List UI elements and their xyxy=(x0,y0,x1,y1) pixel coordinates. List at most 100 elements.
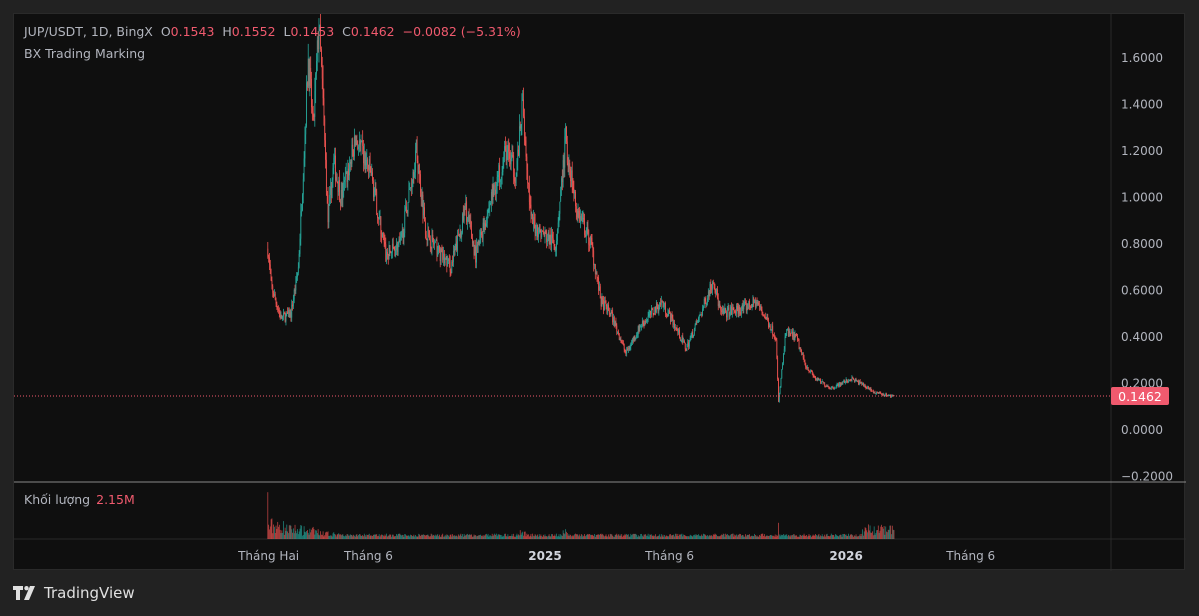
candle-body xyxy=(528,183,529,184)
volume-bar xyxy=(566,531,567,539)
candle-body xyxy=(698,317,699,323)
volume-bar xyxy=(622,536,623,539)
candle-body xyxy=(836,384,838,386)
candle-body xyxy=(736,305,738,307)
volume-bar xyxy=(495,533,497,539)
volume-bar xyxy=(659,534,661,539)
volume-bar xyxy=(632,533,634,539)
candle-body xyxy=(647,316,649,321)
candle-body xyxy=(341,190,343,200)
candle-body xyxy=(774,337,776,340)
candle-body xyxy=(842,381,844,385)
candle-body xyxy=(589,244,590,246)
volume-bar xyxy=(886,531,887,539)
candle-body xyxy=(472,237,473,244)
volume-bar xyxy=(369,536,371,539)
candle-body xyxy=(434,242,435,245)
volume-bar xyxy=(580,534,582,539)
candle-body xyxy=(397,244,399,252)
candle-body xyxy=(800,348,802,350)
volume-bar xyxy=(291,529,293,539)
candle-body xyxy=(833,388,835,389)
candle-body xyxy=(577,210,579,218)
volume-bar xyxy=(774,534,776,539)
volume-bar xyxy=(312,526,314,539)
volume-bar xyxy=(413,534,415,539)
candle-body xyxy=(284,314,286,322)
volume-bar xyxy=(349,535,350,539)
volume-bar xyxy=(404,534,406,539)
volume-bar xyxy=(880,526,882,539)
candle-body xyxy=(783,353,784,364)
candle-body xyxy=(346,171,348,182)
volume-bar xyxy=(456,535,458,539)
volume-bar xyxy=(777,535,779,539)
candle-body xyxy=(566,141,568,163)
tradingview-logo[interactable]: TradingView xyxy=(13,584,135,602)
volume-bar xyxy=(411,535,413,539)
volume-bar xyxy=(813,535,815,539)
candle-body xyxy=(863,385,865,387)
candle-body xyxy=(677,329,679,333)
candle-body xyxy=(596,272,598,278)
volume-bar xyxy=(393,536,395,539)
candle-body xyxy=(782,363,783,370)
candle-body xyxy=(488,207,490,209)
volume-bar xyxy=(297,534,299,539)
candle-body xyxy=(718,303,720,306)
volume-bar xyxy=(844,534,846,539)
volume-bar xyxy=(792,534,794,539)
candle-body xyxy=(726,309,728,318)
volume-bar xyxy=(267,492,269,539)
volume-bar xyxy=(490,535,491,539)
volume-bar xyxy=(877,525,879,539)
candle-body xyxy=(615,321,617,326)
chart-panel[interactable]: 1.6000 1.4000 1.2000 1.0000 0.8000 0.6000 0.40… xyxy=(13,13,1186,571)
volume-bar xyxy=(776,534,778,539)
candle-body xyxy=(809,371,811,372)
candle-body xyxy=(599,286,601,299)
volume-bar xyxy=(626,533,628,539)
volume-bar xyxy=(487,533,489,539)
candle-body xyxy=(412,172,414,184)
candle-body xyxy=(297,273,298,277)
volume-bar xyxy=(363,536,364,539)
candle-body xyxy=(634,335,636,340)
volume-bar xyxy=(627,534,629,539)
volume-legend: Khối lượng 2.15M xyxy=(24,492,135,507)
candle-body xyxy=(580,216,581,222)
volume-bar xyxy=(623,535,625,539)
candle-body xyxy=(676,327,678,330)
candle-body xyxy=(613,317,614,323)
volume-bar xyxy=(797,536,799,539)
volume-bar xyxy=(721,534,722,539)
volume-bar xyxy=(670,535,672,539)
volume-bar xyxy=(768,535,769,539)
indicator-label[interactable]: BX Trading Marking xyxy=(24,46,146,61)
volume-bar xyxy=(856,536,858,539)
volume-bar xyxy=(675,533,677,539)
volume-bar xyxy=(473,534,475,539)
candle-body xyxy=(446,256,448,267)
candle-body xyxy=(534,221,536,233)
candle-body xyxy=(414,172,416,178)
candle-body xyxy=(386,251,387,261)
volume-bar xyxy=(293,533,295,539)
volume-bar xyxy=(769,535,770,539)
volume-bar xyxy=(509,535,510,539)
volume-bar xyxy=(755,536,757,539)
volume-bar xyxy=(403,536,405,539)
chart-canvas[interactable]: 1.60001.40001.20001.00000.80000.60000.40… xyxy=(14,14,1186,571)
candle-body xyxy=(699,315,701,317)
volume-bar xyxy=(753,536,755,539)
volume-bar xyxy=(882,528,884,539)
volume-bar xyxy=(648,536,650,539)
volume-bar xyxy=(400,534,402,539)
candle-body xyxy=(474,246,476,256)
candle-body xyxy=(441,249,443,251)
brand-name: TradingView xyxy=(44,584,135,602)
volume-bar xyxy=(584,534,585,539)
candle-body xyxy=(624,349,626,351)
candle-body xyxy=(404,210,406,234)
volume-bar xyxy=(443,536,444,539)
